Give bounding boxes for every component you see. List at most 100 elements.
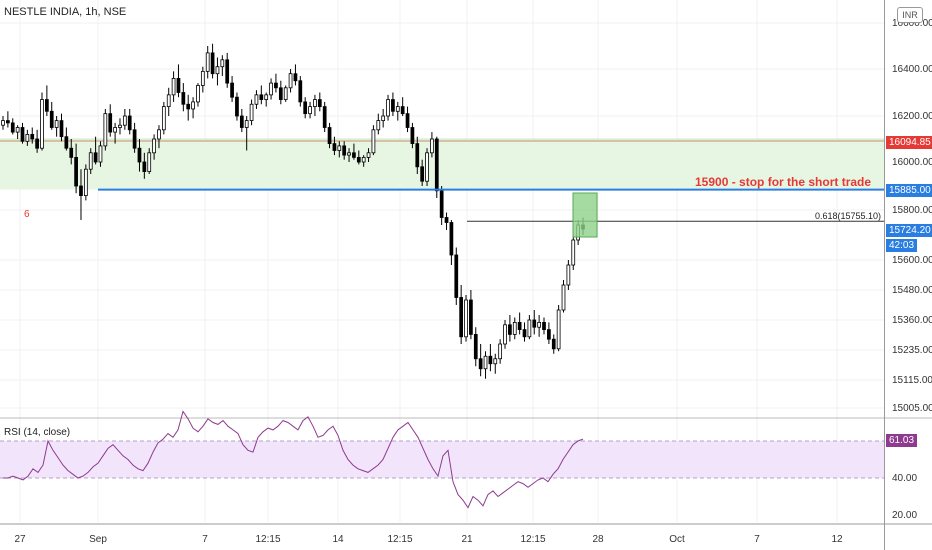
candle-body bbox=[537, 321, 541, 328]
candle bbox=[45, 85, 49, 116]
candle-body bbox=[152, 138, 156, 154]
resistance-zone bbox=[0, 139, 884, 190]
candle-body bbox=[342, 145, 347, 156]
candle bbox=[1, 116, 5, 130]
candle-body bbox=[347, 152, 351, 156]
candle bbox=[561, 280, 566, 313]
candle bbox=[317, 92, 322, 112]
rsi-tick-label: 40.00 bbox=[892, 473, 917, 484]
candle bbox=[371, 125, 376, 156]
candle bbox=[478, 344, 483, 377]
candle-body bbox=[322, 106, 327, 128]
candle-body bbox=[386, 99, 390, 117]
candle bbox=[113, 122, 117, 144]
candle-body bbox=[137, 147, 142, 163]
candle-body bbox=[6, 120, 10, 124]
candle bbox=[269, 78, 273, 100]
candle-body bbox=[551, 338, 556, 350]
candle bbox=[469, 290, 473, 340]
candle-body bbox=[210, 52, 215, 75]
candle bbox=[200, 66, 205, 93]
candle-body bbox=[478, 358, 483, 370]
candle-body bbox=[249, 103, 254, 122]
candle-body bbox=[498, 343, 503, 360]
candle bbox=[356, 150, 361, 165]
candle bbox=[142, 152, 147, 179]
candle-body bbox=[395, 106, 400, 112]
candle bbox=[239, 108, 244, 133]
candle bbox=[420, 159, 425, 186]
candle bbox=[386, 94, 390, 121]
candle-body bbox=[454, 254, 459, 298]
x-tick-label: 12:15 bbox=[520, 534, 545, 545]
candle-body bbox=[88, 152, 93, 170]
candle-body bbox=[278, 87, 283, 100]
candle bbox=[249, 99, 254, 126]
candle bbox=[259, 85, 264, 105]
candle-body bbox=[93, 152, 98, 163]
candle-body bbox=[317, 99, 322, 108]
candle bbox=[503, 320, 507, 349]
currency-button[interactable]: INR bbox=[897, 7, 923, 23]
candle bbox=[454, 247, 459, 305]
last-price-tag: 15724.20 bbox=[886, 224, 932, 237]
candle bbox=[361, 155, 366, 167]
candle bbox=[342, 141, 347, 160]
candle-body bbox=[132, 129, 137, 149]
candle bbox=[527, 315, 532, 340]
candle-body bbox=[283, 87, 288, 100]
countdown-tag: 42:03 bbox=[886, 239, 918, 252]
candle-body bbox=[235, 96, 239, 117]
candle bbox=[161, 101, 166, 135]
candle bbox=[220, 55, 225, 77]
candle bbox=[547, 322, 551, 344]
candle-body bbox=[571, 239, 576, 266]
candle-body bbox=[200, 70, 205, 86]
y-tick-label: 15360.00 bbox=[892, 315, 932, 326]
candle bbox=[186, 94, 191, 121]
candle-body bbox=[59, 120, 64, 138]
candle-body bbox=[269, 82, 273, 96]
candle bbox=[30, 127, 35, 144]
candle-body bbox=[239, 115, 244, 128]
candle bbox=[274, 73, 278, 93]
candle bbox=[278, 80, 283, 105]
candle-body bbox=[410, 127, 415, 145]
rsi-label: RSI (14, close) bbox=[4, 427, 71, 438]
candle-body bbox=[171, 78, 176, 96]
y-tick-label: 16000.00 bbox=[892, 157, 932, 168]
candle-body bbox=[469, 299, 473, 335]
candle-body bbox=[157, 129, 161, 140]
candle bbox=[488, 344, 493, 372]
candle bbox=[537, 315, 541, 337]
left-marker: 6 bbox=[24, 209, 30, 220]
candle-body bbox=[244, 120, 249, 128]
candle-body bbox=[483, 355, 488, 370]
candle-body bbox=[293, 73, 298, 82]
candle bbox=[542, 317, 546, 335]
upper-zone-tag: 16094.85 bbox=[886, 136, 932, 149]
candle-body bbox=[127, 115, 132, 131]
candle-body bbox=[79, 185, 83, 196]
candle bbox=[395, 101, 400, 121]
x-tick-label: 12 bbox=[831, 534, 843, 545]
candle-body bbox=[503, 324, 507, 345]
candle bbox=[308, 101, 312, 119]
candle bbox=[303, 97, 308, 119]
candle bbox=[508, 315, 512, 342]
candle bbox=[517, 312, 522, 335]
candle bbox=[64, 127, 69, 151]
candle-body bbox=[303, 101, 308, 115]
candle-body bbox=[459, 297, 464, 338]
candle-body bbox=[391, 99, 395, 112]
y-tick-label: 15115.00 bbox=[892, 375, 932, 386]
y-tick-label: 16200.00 bbox=[892, 111, 932, 122]
candle bbox=[6, 111, 10, 128]
candle bbox=[571, 235, 576, 270]
candle bbox=[410, 122, 415, 149]
candle bbox=[337, 141, 342, 158]
candle-body bbox=[176, 78, 181, 93]
candle-body bbox=[166, 94, 171, 107]
candle bbox=[108, 104, 113, 137]
candle-body bbox=[64, 136, 69, 149]
